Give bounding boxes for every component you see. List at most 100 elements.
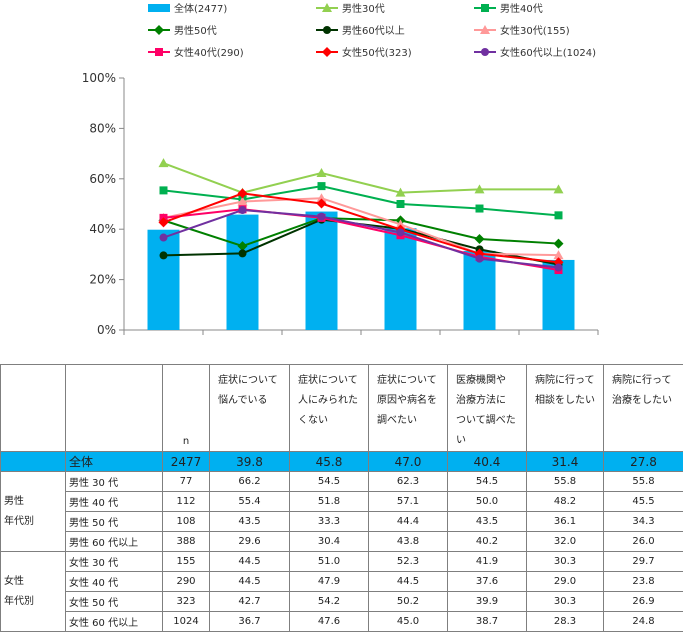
point bbox=[476, 205, 484, 213]
row-value: 50.0 bbox=[448, 492, 527, 512]
total-value: 39.8 bbox=[210, 452, 290, 472]
data-table: n 症状について悩んでいる 症状について人にみられたくない 症状について原因や病… bbox=[0, 364, 683, 632]
row-n: 155 bbox=[163, 552, 210, 572]
row-n: 77 bbox=[163, 472, 210, 492]
row-value: 26.0 bbox=[604, 532, 683, 552]
row-value: 29.6 bbox=[210, 532, 290, 552]
header-question-line: 病院に行って bbox=[535, 371, 597, 391]
point bbox=[160, 234, 168, 242]
row-value: 62.3 bbox=[369, 472, 448, 492]
header-question-line: 人にみられた bbox=[298, 391, 362, 411]
header-question-line: 悩んでいる bbox=[218, 391, 283, 411]
point bbox=[318, 213, 326, 221]
point bbox=[397, 228, 405, 236]
row-value: 44.4 bbox=[369, 512, 448, 532]
point bbox=[239, 206, 247, 214]
row-n: 1024 bbox=[163, 612, 210, 632]
legend-label: 女性60代以上(1024) bbox=[500, 46, 596, 59]
row-value: 44.5 bbox=[369, 572, 448, 592]
header-question-line: 原因や病名を bbox=[377, 391, 441, 411]
group-label-line: 女性 bbox=[4, 572, 62, 592]
row-value: 47.9 bbox=[290, 572, 369, 592]
y-tick-label: 20% bbox=[89, 273, 116, 287]
bar bbox=[464, 251, 496, 330]
row-value: 55.8 bbox=[604, 472, 683, 492]
header-question-line: ついて調べた bbox=[456, 411, 520, 431]
point bbox=[239, 249, 247, 257]
y-tick-label: 40% bbox=[89, 222, 116, 236]
header-question: 病院に行って治療をしたい bbox=[604, 365, 683, 452]
total-n: 2477 bbox=[163, 452, 210, 472]
row-value: 44.5 bbox=[210, 572, 290, 592]
row-value: 39.9 bbox=[448, 592, 527, 612]
row-value: 23.8 bbox=[604, 572, 683, 592]
row-value: 45.5 bbox=[604, 492, 683, 512]
row-value: 43.5 bbox=[448, 512, 527, 532]
legend-label: 男性30代 bbox=[342, 2, 385, 15]
header-question: 症状について原因や病名を調べたい bbox=[369, 365, 448, 452]
bar bbox=[306, 212, 338, 330]
row-value: 32.0 bbox=[527, 532, 604, 552]
row-value: 54.5 bbox=[290, 472, 369, 492]
header-question-line: 相談をしたい bbox=[535, 391, 597, 411]
group-label: 男性年代別 bbox=[1, 472, 66, 552]
row-value: 30.3 bbox=[527, 552, 604, 572]
header-question: 症状について人にみられたくない bbox=[290, 365, 369, 452]
header-question: 症状について悩んでいる bbox=[210, 365, 290, 452]
legend-marker bbox=[322, 47, 332, 57]
row-label: 男性 50 代 bbox=[66, 512, 163, 532]
row-value: 24.8 bbox=[604, 612, 683, 632]
series-line bbox=[164, 163, 559, 192]
point bbox=[160, 251, 168, 259]
table-header-row: n 症状について悩んでいる 症状について人にみられたくない 症状について原因や病… bbox=[1, 365, 683, 452]
legend-label: 男性40代 bbox=[500, 2, 543, 15]
group-label: 女性年代別 bbox=[1, 552, 66, 632]
y-tick-label: 100% bbox=[82, 71, 116, 85]
row-value: 51.0 bbox=[290, 552, 369, 572]
legend-swatch bbox=[148, 4, 170, 12]
header-n: n bbox=[163, 365, 210, 452]
header-question-line: くない bbox=[298, 411, 362, 431]
y-tick-label: 60% bbox=[89, 172, 116, 186]
row-label: 女性 30 代 bbox=[66, 552, 163, 572]
group-label-line: 男性 bbox=[4, 492, 62, 512]
total-label: 全体 bbox=[66, 452, 163, 472]
total-value: 40.4 bbox=[448, 452, 527, 472]
legend-label: 男性60代以上 bbox=[342, 24, 405, 37]
bar bbox=[385, 228, 417, 330]
point bbox=[318, 182, 326, 190]
header-blank bbox=[66, 365, 163, 452]
header-question: 病院に行って相談をしたい bbox=[527, 365, 604, 452]
row-value: 43.8 bbox=[369, 532, 448, 552]
legend-label: 全体(2477) bbox=[174, 2, 227, 15]
header-question: 医療機関や治療方法について調べたい bbox=[448, 365, 527, 452]
header-question-line: 症状について bbox=[298, 371, 362, 391]
row-value: 66.2 bbox=[210, 472, 290, 492]
row-value: 37.6 bbox=[448, 572, 527, 592]
legend-label: 女性50代(323) bbox=[342, 46, 412, 59]
row-value: 30.4 bbox=[290, 532, 369, 552]
row-label: 男性 30 代 bbox=[66, 472, 163, 492]
row-value: 52.3 bbox=[369, 552, 448, 572]
row-value: 57.1 bbox=[369, 492, 448, 512]
y-tick-label: 0% bbox=[97, 323, 116, 337]
point bbox=[554, 239, 564, 249]
row-value: 48.2 bbox=[527, 492, 604, 512]
y-tick-label: 80% bbox=[89, 121, 116, 135]
row-n: 388 bbox=[163, 532, 210, 552]
row-value: 36.7 bbox=[210, 612, 290, 632]
row-value: 54.2 bbox=[290, 592, 369, 612]
bar bbox=[227, 215, 259, 330]
row-value: 55.8 bbox=[527, 472, 604, 492]
row-label: 男性 60 代以上 bbox=[66, 532, 163, 552]
group-label-line: 年代別 bbox=[4, 512, 62, 532]
chart: 0%20%40%60%80%100%全体(2477)男性30代男性40代男性50… bbox=[0, 0, 683, 345]
row-value: 41.9 bbox=[448, 552, 527, 572]
row-label: 女性 60 代以上 bbox=[66, 612, 163, 632]
legend-marker bbox=[323, 26, 331, 34]
